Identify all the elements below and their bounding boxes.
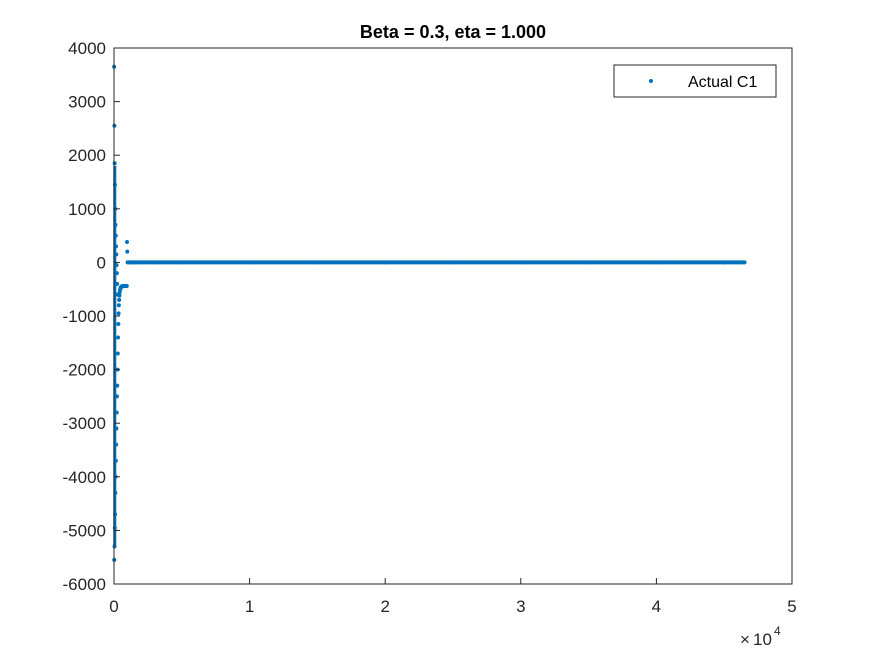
data-point	[116, 322, 121, 327]
data-point	[115, 351, 120, 356]
y-tick-label: -6000	[63, 575, 106, 594]
legend-label: Actual C1	[688, 74, 757, 91]
data-point	[116, 303, 121, 308]
y-tick-label: -3000	[63, 414, 106, 433]
x-exponent-base: 10	[753, 630, 772, 649]
y-axis: -6000 -5000 -4000 -3000 -2000 -1000 0 1000 2000 3…	[63, 39, 120, 594]
y-tick-label: -5000	[63, 521, 106, 540]
data-point	[125, 249, 130, 254]
x-tick-label: 1	[245, 597, 254, 616]
x-tick-label: 3	[516, 597, 525, 616]
y-tick-label: -4000	[63, 468, 106, 487]
data-point	[116, 335, 121, 340]
x-tick-label: 5	[787, 597, 796, 616]
data-point	[112, 161, 117, 166]
data-points	[112, 64, 747, 562]
data-point	[117, 293, 122, 298]
data-point	[125, 240, 130, 245]
y-tick-label: 0	[97, 253, 106, 272]
x-axis: 0 1 2 3 4 5	[109, 578, 797, 616]
plot-area	[114, 48, 792, 584]
chart-title: Beta = 0.3, eta = 1.000	[360, 22, 546, 42]
y-tick-label: 4000	[68, 39, 106, 58]
x-tick-label: 0	[109, 597, 118, 616]
legend-box	[613, 64, 777, 98]
x-tick-label: 2	[380, 597, 389, 616]
y-tick-label: 1000	[68, 200, 106, 219]
y-tick-label: -1000	[63, 307, 106, 326]
y-tick-label: -2000	[63, 361, 106, 380]
legend-marker	[649, 79, 653, 83]
x-exponent-label: × 10 4	[740, 624, 781, 649]
y-tick-label: 3000	[68, 93, 106, 112]
x-exponent-power: 4	[774, 624, 781, 638]
x-tick-label: 4	[652, 597, 661, 616]
y-tick-label: 2000	[68, 146, 106, 165]
data-point	[117, 297, 122, 302]
legend: Actual C1	[613, 64, 777, 98]
data-point	[124, 283, 129, 288]
data-point	[116, 311, 121, 316]
x-exponent-prefix: ×	[740, 630, 750, 649]
